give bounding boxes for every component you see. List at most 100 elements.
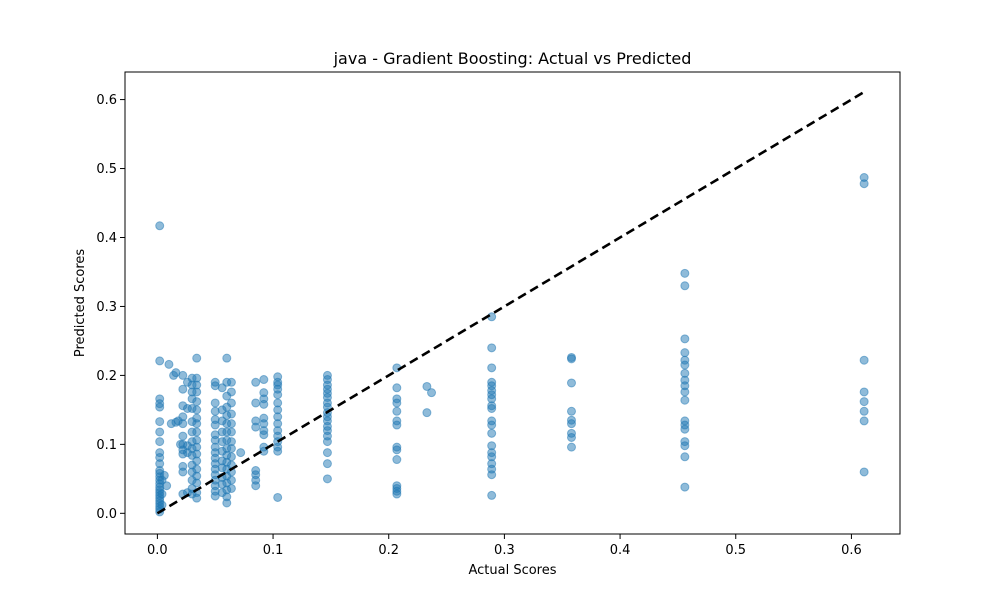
data-point-238 [566, 378, 576, 388]
y-tick-label: 0.3 [96, 300, 117, 315]
data-point-135 [226, 387, 236, 397]
data-point-207 [392, 445, 402, 455]
data-point-136 [226, 398, 236, 408]
x-tick-label: 0.3 [494, 543, 515, 558]
data-point-87 [192, 493, 202, 503]
y-axis: 0.0 0.1 0.2 0.3 0.4 0.5 0.6 [96, 93, 125, 522]
data-point-159 [259, 399, 269, 409]
data-point-208 [392, 455, 402, 465]
data-point-269 [859, 416, 869, 426]
data-point-117 [222, 353, 232, 363]
x-axis: 0.0 0.1 0.2 0.3 0.4 0.5 0.6 [147, 534, 862, 558]
x-tick-label: 0.0 [147, 543, 168, 558]
chart-title: java - Gradient Boosting: Actual vs Pred… [333, 49, 692, 68]
data-point-156 [259, 375, 269, 385]
data-point-180 [273, 492, 283, 502]
data-point-27 [157, 489, 167, 499]
data-point-105 [210, 491, 220, 501]
x-tick-label: 0.4 [610, 543, 631, 558]
data-point-244 [566, 442, 576, 452]
y-tick-label: 0.2 [96, 369, 117, 384]
data-point-77 [192, 419, 202, 429]
data-point-1 [155, 356, 165, 366]
data-point-228 [487, 428, 497, 438]
data-point-264 [859, 179, 869, 189]
data-point-239 [566, 406, 576, 416]
data-point-148 [251, 377, 261, 387]
data-point-225 [487, 404, 497, 413]
data-point-28 [157, 500, 167, 510]
x-tick-label: 0.6 [841, 543, 862, 558]
data-point-254 [680, 387, 690, 397]
reference-diagonal-line [156, 91, 864, 515]
data-point-0 [155, 221, 165, 231]
data-point-255 [680, 395, 690, 405]
data-point-142 [226, 452, 236, 462]
data-point-262 [680, 482, 690, 492]
data-point-48 [178, 467, 188, 477]
data-point-215 [427, 388, 437, 398]
x-axis-label: Actual Scores [468, 563, 556, 578]
data-point-250 [680, 360, 690, 370]
x-tick-label: 0.1 [263, 543, 284, 558]
data-point-247 [680, 334, 690, 344]
data-point-217 [487, 343, 497, 353]
data-point-39 [178, 384, 188, 394]
data-point-90 [210, 398, 220, 408]
data-point-235 [487, 490, 497, 500]
data-point-7 [155, 437, 165, 447]
data-point-246 [680, 281, 690, 291]
x-tick-label: 0.2 [378, 543, 399, 558]
data-point-245 [680, 268, 690, 278]
data-point-268 [859, 406, 869, 416]
data-point-4 [155, 402, 165, 412]
data-point-248 [680, 348, 690, 358]
data-point-266 [859, 387, 869, 397]
data-point-31 [164, 359, 174, 369]
data-point-200 [392, 383, 402, 393]
data-point-137 [226, 409, 236, 419]
data-point-203 [392, 406, 402, 416]
data-point-234 [487, 470, 497, 480]
data-point-213 [422, 381, 432, 391]
data-point-5 [155, 417, 165, 427]
data-point-29 [159, 470, 169, 480]
plot-frame [124, 71, 901, 535]
data-point-146 [226, 483, 236, 493]
data-point-205 [392, 420, 402, 430]
data-point-237 [566, 354, 576, 364]
data-point-149 [251, 398, 261, 408]
data-point-138 [226, 419, 236, 429]
data-point-139 [226, 427, 236, 437]
data-point-6 [155, 427, 165, 437]
data-point-151 [251, 422, 261, 432]
data-point-170 [273, 390, 283, 400]
data-point-70 [192, 353, 202, 363]
data-point-163 [259, 430, 269, 440]
data-point-196 [322, 448, 332, 458]
data-point-195 [322, 437, 332, 447]
data-point-197 [322, 459, 332, 469]
data-point-243 [566, 432, 576, 442]
data-point-133 [222, 498, 232, 508]
data-point-218 [487, 363, 497, 373]
data-point-82 [192, 456, 202, 466]
data-point-179 [273, 446, 283, 456]
data-point-147 [236, 448, 246, 458]
data-point-141 [226, 444, 236, 453]
y-tick-label: 0.6 [96, 93, 117, 108]
data-point-93 [210, 420, 220, 430]
data-point-270 [859, 467, 869, 477]
data-point-134 [226, 377, 236, 387]
data-point-198 [322, 474, 332, 484]
data-point-258 [680, 424, 690, 434]
y-tick-label: 0.1 [96, 438, 117, 453]
data-point-74 [192, 397, 202, 407]
data-point-214 [422, 408, 432, 418]
data-point-145 [226, 475, 236, 485]
x-tick-label: 0.5 [725, 543, 746, 558]
data-point-265 [859, 355, 869, 365]
